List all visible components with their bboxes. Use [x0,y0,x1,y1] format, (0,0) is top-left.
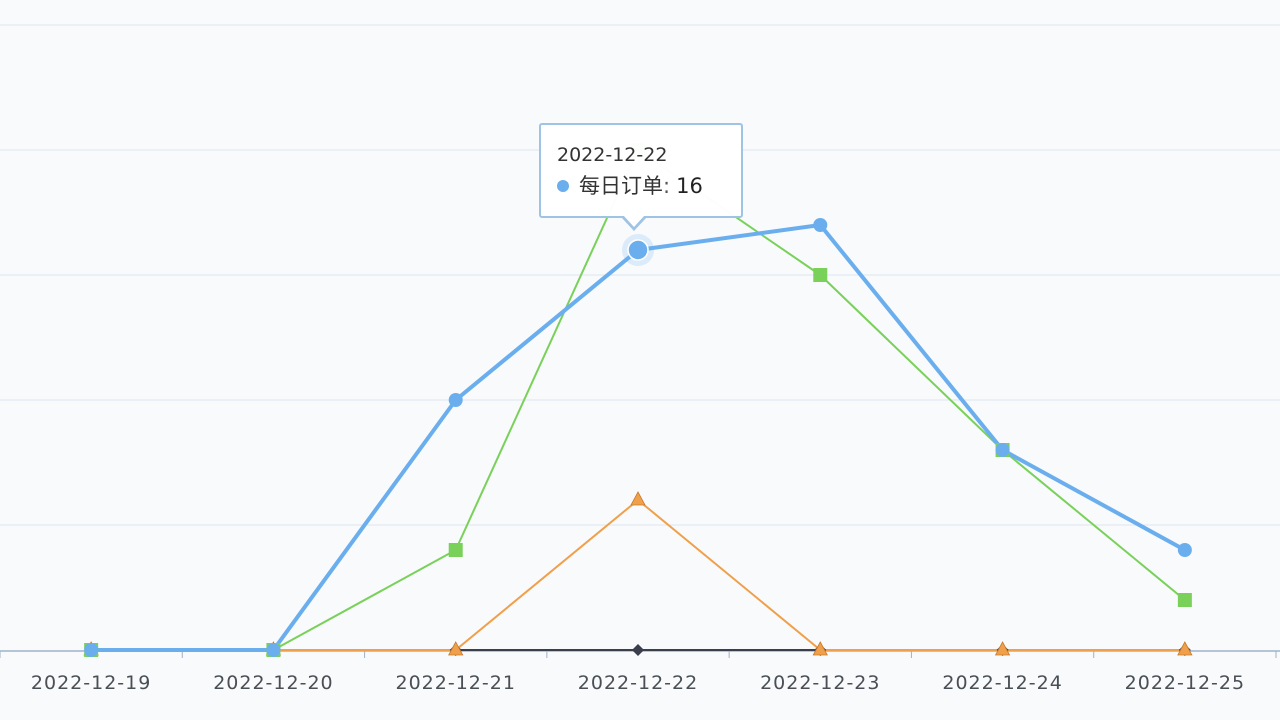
tooltip-separator: : [663,174,671,198]
series-2-point [994,641,1011,656]
series-3-point [632,644,644,656]
tooltip-row: 每日订单 : 16 [557,173,741,199]
series-markers [83,143,1193,657]
series-line-2 [90,499,1186,651]
x-tick-label: 2022-12-25 [1125,672,1245,694]
series-0-point [84,643,99,657]
x-tick-label: 2022-12-24 [942,672,1062,694]
series-0-point [448,393,463,407]
x-tick-label: 2022-12-21 [396,672,516,694]
tooltip-pointer-fill [623,215,645,227]
series-1-point [448,543,463,557]
grid-lines [0,24,1280,526]
x-tick-labels: 2022-12-19 2022-12-20 2022-12-21 2022-12-22… [31,672,1245,694]
series-0-point [995,443,1010,457]
series-1-point [813,268,828,282]
series-0-point [813,218,828,232]
series-2-point [448,641,464,656]
series-0-point [266,643,281,657]
series-0-point [627,239,649,261]
x-tick-label: 2022-12-20 [213,672,333,694]
series-2-point [812,641,828,656]
tooltip-series-name: 每日订单 [579,174,663,198]
x-tick-label: 2022-12-19 [31,672,151,694]
series-1-point [1177,593,1192,607]
x-tick-label: 2022-12-22 [578,672,698,694]
series-line-0 [89,223,1187,652]
x-tick-label: 2022-12-23 [760,672,880,694]
tooltip-date: 2022-12-22 [557,144,668,166]
tooltip: 2022-12-22 每日订单 : 16 [539,123,743,231]
tooltip-series-dot-icon [557,180,569,192]
tooltip-value: 16 [676,174,703,198]
series-2-point [1177,641,1193,656]
series-0-point [1177,543,1192,557]
series-2-point [630,491,646,506]
